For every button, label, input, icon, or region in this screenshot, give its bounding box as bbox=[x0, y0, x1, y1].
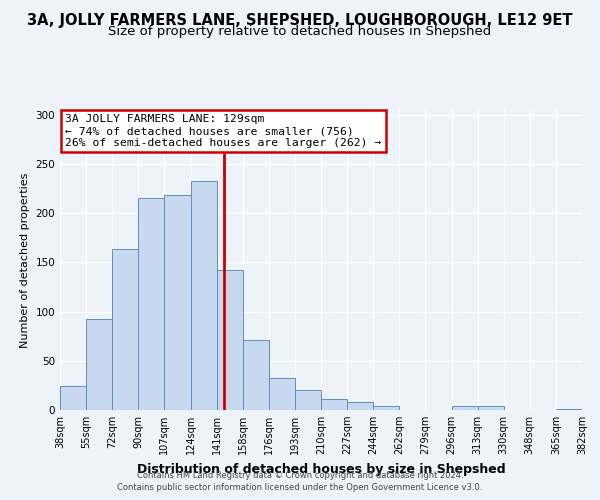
Bar bbox=[86, 318, 112, 410]
Bar bbox=[60, 386, 86, 410]
Bar bbox=[347, 402, 373, 410]
Bar bbox=[478, 406, 504, 410]
Text: Size of property relative to detached houses in Shepshed: Size of property relative to detached ho… bbox=[109, 25, 491, 38]
Text: Contains public sector information licensed under the Open Government Licence v3: Contains public sector information licen… bbox=[118, 483, 482, 492]
Bar bbox=[164, 194, 191, 410]
Bar bbox=[295, 390, 321, 410]
Bar bbox=[112, 248, 139, 410]
Bar bbox=[373, 406, 400, 410]
Bar bbox=[191, 181, 217, 410]
Text: 3A JOLLY FARMERS LANE: 129sqm
← 74% of detached houses are smaller (756)
26% of : 3A JOLLY FARMERS LANE: 129sqm ← 74% of d… bbox=[65, 114, 382, 148]
Text: 3A, JOLLY FARMERS LANE, SHEPSHED, LOUGHBOROUGH, LE12 9ET: 3A, JOLLY FARMERS LANE, SHEPSHED, LOUGHB… bbox=[27, 12, 573, 28]
X-axis label: Distribution of detached houses by size in Shepshed: Distribution of detached houses by size … bbox=[137, 462, 505, 475]
Y-axis label: Number of detached properties: Number of detached properties bbox=[20, 172, 30, 348]
Bar bbox=[242, 340, 269, 410]
Bar bbox=[321, 399, 347, 410]
Bar bbox=[217, 270, 243, 410]
Text: Contains HM Land Registry data © Crown copyright and database right 2024.: Contains HM Land Registry data © Crown c… bbox=[137, 472, 463, 480]
Bar bbox=[269, 378, 295, 410]
Bar bbox=[556, 409, 582, 410]
Bar bbox=[139, 198, 164, 410]
Bar bbox=[452, 406, 478, 410]
